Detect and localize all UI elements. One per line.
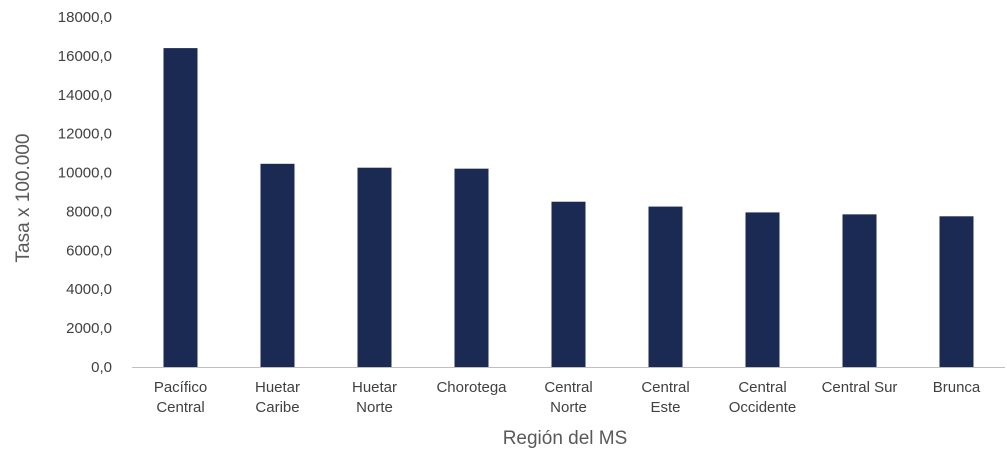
x-tick-label: Brunca — [933, 379, 981, 396]
bar — [357, 167, 392, 367]
bar — [745, 212, 780, 367]
y-tick-label: 8000,0 — [66, 203, 112, 220]
bar — [163, 48, 198, 367]
y-tick-label: 16000,0 — [58, 48, 112, 65]
y-tick-label: 14000,0 — [58, 87, 112, 104]
y-tick-label: 2000,0 — [66, 320, 112, 337]
x-axis-category-labels: Pacífico Central Huetar Caribe Huetar Norte Ch… — [154, 379, 981, 416]
x-tick-label: Central Norte — [544, 379, 592, 416]
x-tick-label: Huetar Caribe — [255, 379, 300, 416]
bar — [454, 168, 489, 367]
x-tick-label: Central Sur — [822, 379, 898, 396]
x-tick-label: Central Este — [641, 379, 689, 416]
bars — [163, 48, 974, 367]
y-axis-title: Tasa x 100.000 — [13, 134, 34, 263]
y-tick-label: 0,0 — [91, 359, 112, 376]
x-tick-label: Huetar Norte — [352, 379, 397, 416]
y-tick-label: 6000,0 — [66, 242, 112, 259]
x-axis-title: Región del MS — [503, 428, 628, 449]
x-tick-label: Chorotega — [436, 379, 507, 396]
y-tick-label: 12000,0 — [58, 126, 112, 143]
bar — [260, 163, 295, 367]
y-tick-label: 4000,0 — [66, 281, 112, 298]
bar — [648, 206, 683, 367]
y-tick-label: 10000,0 — [58, 165, 112, 182]
bar — [939, 216, 974, 367]
bar — [842, 214, 877, 367]
y-axis-ticks: 0,0 2000,0 4000,0 6000,0 8000,0 10000,0 12000,… — [58, 9, 112, 376]
bar — [551, 201, 586, 367]
y-tick-label: 18000,0 — [58, 9, 112, 26]
x-tick-label: Central Occidente — [729, 379, 797, 416]
x-tick-label: Pacífico Central — [154, 379, 207, 416]
